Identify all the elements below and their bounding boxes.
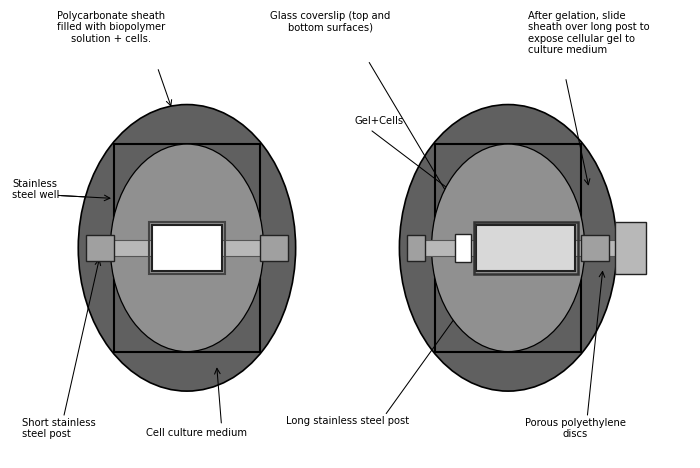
Bar — [114, 144, 260, 351]
Bar — [153, 225, 221, 271]
Text: Stainless
steel well: Stainless steel well — [12, 179, 60, 200]
Bar — [455, 234, 470, 262]
Bar — [477, 225, 575, 271]
Text: Cell culture medium: Cell culture medium — [146, 428, 247, 438]
Bar — [407, 235, 425, 261]
Bar — [86, 240, 288, 256]
Bar — [149, 222, 225, 273]
Bar — [407, 240, 638, 256]
Bar — [581, 235, 609, 261]
Bar — [114, 144, 260, 351]
Text: Long stainless steel post: Long stainless steel post — [286, 416, 409, 426]
Ellipse shape — [431, 144, 584, 351]
Text: Glass coverslip (top and
bottom surfaces): Glass coverslip (top and bottom surfaces… — [270, 11, 391, 32]
Text: Porous polyethylene
discs: Porous polyethylene discs — [525, 418, 626, 439]
Ellipse shape — [111, 144, 263, 351]
Text: After gelation, slide
sheath over long post to
expose cellular gel to
culture me: After gelation, slide sheath over long p… — [528, 11, 650, 56]
Bar — [473, 222, 578, 273]
Text: Short stainless
steel post: Short stainless steel post — [22, 418, 96, 439]
Text: Gel+Cells: Gel+Cells — [355, 117, 404, 126]
Ellipse shape — [78, 104, 295, 391]
Bar — [615, 222, 646, 273]
Bar — [86, 235, 114, 261]
Ellipse shape — [400, 104, 617, 391]
Text: Polycarbonate sheath
filled with biopolymer
solution + cells.: Polycarbonate sheath filled with biopoly… — [57, 11, 165, 44]
Bar — [435, 144, 581, 351]
Bar — [260, 235, 288, 261]
Bar — [435, 144, 581, 351]
